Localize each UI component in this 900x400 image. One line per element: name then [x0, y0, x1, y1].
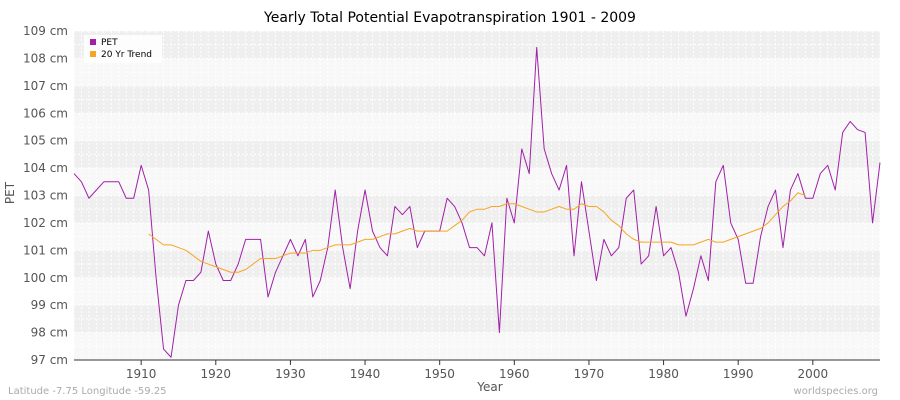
x-tick-label: 1920 — [201, 367, 232, 381]
legend: PET 20 Yr Trend — [84, 35, 162, 63]
y-tick-label: 104 cm — [23, 161, 68, 175]
legend-swatch-pet — [90, 39, 96, 45]
x-axis-label: Year — [476, 380, 502, 394]
footer-site: worldspecies.org — [794, 386, 878, 397]
x-tick-label: 1910 — [126, 367, 157, 381]
legend-label-trend: 20 Yr Trend — [101, 50, 152, 60]
footer-coordinates: Latitude -7.75 Longitude -59.25 — [8, 386, 167, 397]
legend-label-pet: PET — [101, 38, 118, 48]
y-tick-label: 106 cm — [23, 106, 68, 120]
x-tick-label: 1930 — [275, 367, 306, 381]
y-tick-label: 103 cm — [23, 189, 68, 203]
y-tick-label: 98 cm — [31, 326, 68, 340]
y-tick-label: 105 cm — [23, 134, 68, 148]
legend-box — [84, 35, 162, 63]
y-tick-label: 100 cm — [23, 271, 68, 285]
x-axis-ticks: 1910 1920 1930 1940 1950 1960 1970 1980 1990 2000 — [126, 360, 828, 381]
x-tick-label: 2000 — [798, 367, 829, 381]
y-axis-label: PET — [3, 181, 17, 204]
y-tick-label: 97 cm — [31, 353, 68, 367]
x-tick-label: 1970 — [574, 367, 605, 381]
y-tick-label: 99 cm — [31, 298, 68, 312]
series-line-pet — [73, 46, 881, 358]
y-tick-label: 109 cm — [23, 24, 68, 38]
chart-title: Yearly Total Potential Evapotranspiratio… — [263, 10, 636, 26]
y-tick-label: 107 cm — [23, 79, 68, 93]
y-tick-label: 108 cm — [23, 51, 68, 65]
x-tick-label: 1960 — [499, 367, 530, 381]
series-line-trend — [148, 192, 806, 273]
y-tick-label: 101 cm — [23, 243, 68, 257]
x-tick-label: 1990 — [723, 367, 754, 381]
y-tick-label: 102 cm — [23, 216, 68, 230]
x-tick-label: 1980 — [648, 367, 679, 381]
series-layer — [73, 46, 881, 358]
x-tick-label: 1940 — [350, 367, 381, 381]
y-axis-ticks: 97 cm 98 cm 99 cm 100 cm 101 cm 102 cm 103 cm 1… — [23, 24, 68, 367]
x-tick-label: 1950 — [424, 367, 455, 381]
legend-swatch-trend — [90, 51, 96, 57]
grid-lines — [73, 30, 881, 361]
